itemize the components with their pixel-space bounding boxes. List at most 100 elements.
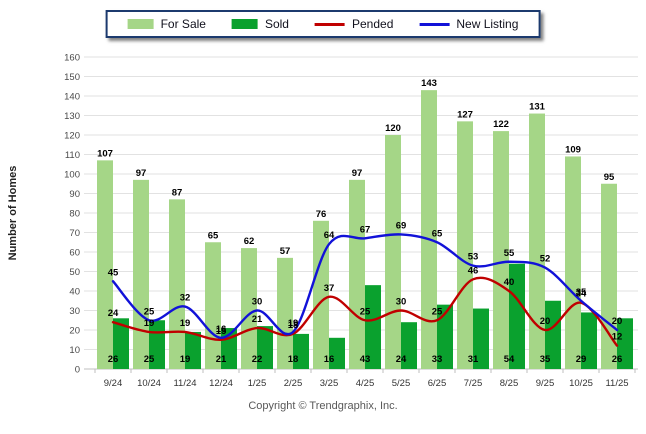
y-tick-label: 160 [64, 53, 80, 64]
y-tick-label: 120 [64, 131, 80, 142]
label-sold: 26 [612, 354, 623, 365]
bar-for-sale [277, 257, 293, 369]
label-sold: 43 [360, 354, 371, 365]
bar-for-sale [529, 113, 545, 369]
legend-label: For Sale [160, 17, 206, 31]
legend-item-pended: Pended [314, 17, 394, 31]
x-tick-label: 8/25 [500, 378, 519, 389]
y-tick-label: 70 [69, 228, 80, 239]
y-tick-label: 60 [69, 248, 80, 259]
y-tick-label: 40 [69, 287, 80, 298]
label-sold: 21 [216, 354, 227, 365]
line-new-listing [111, 233, 619, 340]
x-tick-label: 10/25 [569, 378, 593, 389]
label-new-listing: 65 [432, 228, 443, 239]
x-tick-label: 9/24 [104, 378, 123, 389]
legend-item-new-listing: New Listing [419, 17, 518, 31]
bar-sold [581, 312, 597, 369]
label-pended: 19 [144, 318, 155, 329]
label-for-sale: 57 [280, 246, 291, 257]
label-new-listing: 35 [576, 287, 587, 298]
label-sold: 22 [252, 354, 263, 365]
legend-label: New Listing [456, 17, 519, 31]
label-for-sale: 109 [565, 144, 581, 155]
label-pended: 40 [504, 277, 515, 288]
legend-item-sold: Sold [231, 17, 289, 31]
label-sold: 25 [144, 354, 155, 365]
y-tick-label: 90 [69, 189, 80, 200]
bar-for-sale [349, 179, 365, 369]
label-new-listing: 32 [180, 293, 191, 304]
label-new-listing: 67 [360, 224, 371, 235]
x-tick-label: 9/25 [536, 378, 555, 389]
label-sold: 18 [288, 354, 299, 365]
x-tick-label: 4/25 [356, 378, 375, 389]
label-new-listing: 16 [216, 324, 227, 335]
x-tick-label: 1/25 [248, 378, 267, 389]
label-pended: 34 [576, 289, 587, 300]
label-sold: 54 [504, 354, 515, 365]
bar-for-sale [457, 121, 473, 369]
bar-for-sale [97, 160, 113, 369]
label-for-sale: 122 [493, 119, 509, 130]
label-for-sale: 131 [529, 102, 546, 113]
label-new-listing: 25 [144, 306, 155, 317]
y-axis-title: Number of Homes [7, 165, 19, 261]
bar-for-sale [493, 131, 509, 369]
label-new-listing: 30 [252, 297, 263, 308]
line-pended [111, 276, 619, 347]
legend-label: Pended [351, 17, 394, 31]
label-sold: 29 [576, 354, 587, 365]
label-sold: 31 [468, 354, 479, 365]
bar-for-sale [169, 199, 185, 369]
label-pended: 25 [360, 306, 371, 317]
bar-sold [473, 308, 489, 369]
x-tick-label: 11/25 [605, 378, 628, 389]
legend: For Sale Sold Pended New Listing [105, 10, 541, 38]
y-tick-label: 50 [69, 267, 80, 278]
bar-sold [365, 285, 381, 369]
y-tick-label: 10 [69, 345, 80, 356]
bar-sold [545, 300, 561, 369]
label-new-listing: 53 [468, 252, 479, 263]
label-pended: 19 [180, 318, 191, 329]
bar-for-sale [565, 156, 581, 369]
label-sold: 24 [396, 354, 407, 365]
label-pended: 12 [612, 332, 623, 343]
label-pended: 15 [216, 326, 227, 337]
label-sold: 19 [180, 354, 191, 365]
label-new-listing: 52 [540, 254, 551, 265]
legend-swatch [231, 19, 258, 29]
bar-sold [437, 304, 453, 369]
label-sold: 33 [432, 354, 443, 365]
bar-sold [509, 263, 525, 369]
label-new-listing: 55 [504, 248, 515, 259]
label-pended: 30 [396, 297, 407, 308]
x-tick-label: 10/24 [137, 378, 161, 389]
label-sold: 16 [324, 354, 335, 365]
label-pended: 21 [252, 314, 263, 325]
bar-for-sale [205, 242, 221, 369]
label-for-sale: 76 [316, 209, 327, 220]
x-tick-label: 6/25 [428, 378, 447, 389]
label-pended: 46 [468, 265, 479, 276]
x-tick-label: 7/25 [464, 378, 483, 389]
bar-sold [113, 318, 129, 369]
label-for-sale: 143 [421, 78, 437, 89]
bar-for-sale [241, 248, 257, 369]
label-pended: 24 [108, 308, 119, 319]
label-for-sale: 127 [457, 109, 473, 120]
label-for-sale: 120 [385, 123, 401, 134]
bar-sold [329, 337, 345, 369]
label-sold: 35 [540, 354, 551, 365]
bar-sold [257, 326, 273, 369]
label-new-listing: 20 [612, 316, 623, 327]
y-tick-label: 80 [69, 209, 80, 220]
label-pended: 25 [432, 306, 443, 317]
bar-sold [185, 331, 201, 369]
bar-for-sale [421, 90, 437, 370]
bar-sold [617, 318, 633, 369]
label-for-sale: 87 [172, 187, 183, 198]
label-for-sale: 97 [136, 168, 147, 179]
label-new-listing: 64 [324, 230, 335, 241]
